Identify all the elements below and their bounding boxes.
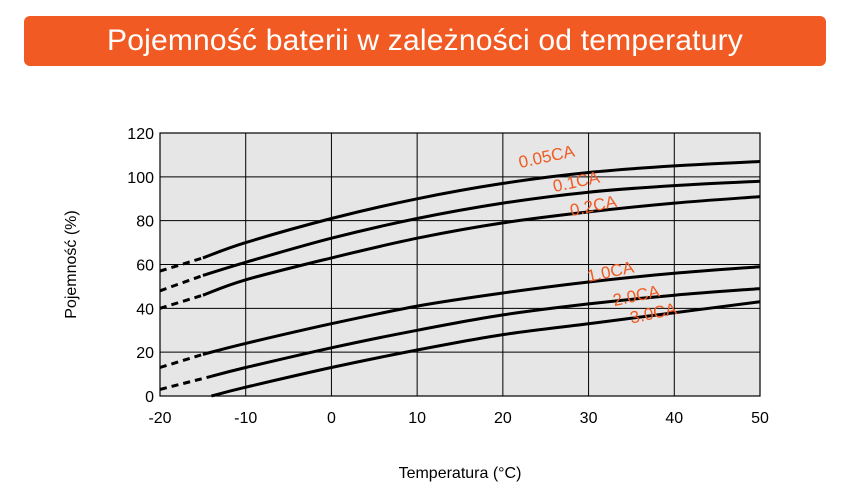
x-tick-label: 0	[327, 410, 336, 427]
x-tick-label: 40	[665, 410, 683, 427]
series-curve-6	[211, 300, 761, 398]
y-tick-label: 20	[136, 345, 154, 362]
x-tick-label: 20	[494, 410, 512, 427]
series-curve-dashed-1	[159, 256, 204, 273]
x-tick-label: 30	[580, 410, 598, 427]
series-curve-2	[202, 179, 761, 277]
chart-title-banner: Pojemność baterii w zależności od temper…	[24, 16, 826, 66]
y-tick-label: 0	[145, 389, 154, 406]
y-tick-label: 40	[136, 301, 154, 318]
y-tick-label: 60	[136, 258, 154, 275]
grid-lines	[159, 132, 761, 397]
series-curves	[159, 160, 761, 398]
series-curve-dashed-5	[159, 374, 212, 391]
x-axis-title: Temperatura (°C)	[399, 465, 522, 482]
y-tick-label: 80	[136, 214, 154, 231]
series-curve-dashed-2	[159, 274, 204, 293]
x-tick-labels: -20 -10 0 10 20 30 40 50	[148, 410, 769, 427]
x-tick-label: 10	[408, 410, 426, 427]
series-curve-3	[202, 195, 761, 297]
series-curve-4	[202, 265, 761, 356]
series-curve-5	[211, 287, 761, 378]
x-tick-label: -10	[234, 410, 257, 427]
y-tick-label: 100	[127, 170, 154, 187]
series-curve-dashed-4	[159, 352, 204, 369]
series-curve-1	[202, 160, 761, 260]
y-tick-label: 120	[127, 126, 154, 143]
y-tick-labels: 0 20 40 60 80 100 120	[127, 126, 154, 406]
x-tick-label: 50	[751, 410, 769, 427]
x-tick-label: -20	[148, 410, 171, 427]
series-curve-dashed-3	[159, 293, 204, 310]
y-axis-title: Pojemność (%)	[63, 210, 80, 318]
